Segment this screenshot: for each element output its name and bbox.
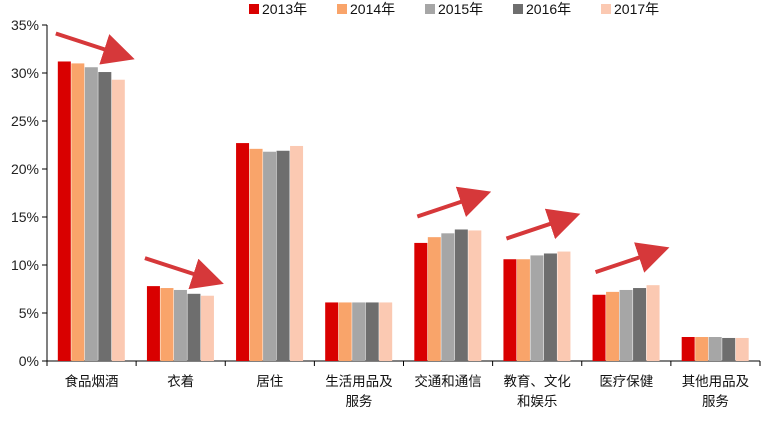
legend-label: 2014年 (350, 1, 395, 17)
y-tick-label: 25% (11, 113, 39, 129)
bar (468, 230, 482, 361)
x-category-label: 衣着 (167, 373, 194, 390)
bar (338, 302, 352, 361)
bar (84, 67, 98, 362)
y-tick-label: 15% (11, 209, 39, 225)
bar (722, 337, 736, 361)
x-category-label: 食品烟酒 (65, 373, 119, 390)
legend: 2013年 2014年 2015年 2016年 2017年 (249, 1, 659, 17)
bar (708, 337, 722, 361)
bar (111, 79, 125, 361)
x-category-label: 居住 (256, 374, 283, 390)
bar (646, 285, 660, 361)
bar (633, 288, 647, 361)
trend-arrow (416, 186, 492, 219)
bar (557, 251, 571, 361)
trend-arrow (594, 242, 670, 275)
bar (427, 237, 441, 361)
bar (454, 229, 468, 361)
bar (592, 294, 606, 361)
trend-arrow (505, 208, 581, 241)
legend-label: 2017年 (614, 1, 659, 17)
legend-label: 2013年 (262, 1, 307, 17)
bar (325, 302, 339, 361)
y-tick-label: 5% (19, 305, 39, 321)
bar (352, 302, 366, 361)
y-axis: 0% 5% 10% 15% 20% 25% 30% 35% (11, 17, 48, 369)
y-tick-label: 30% (11, 65, 39, 81)
y-tick-label: 10% (11, 257, 39, 273)
bar (735, 337, 749, 361)
x-category-label: 教育、文化 (503, 374, 571, 390)
bar (414, 242, 428, 361)
legend-swatch (249, 4, 259, 14)
bar (160, 288, 174, 361)
x-category-label: 交通和通信 (414, 373, 482, 390)
y-tick-label: 20% (11, 161, 39, 177)
bar (290, 145, 304, 361)
bar (200, 295, 214, 361)
trend-arrow (55, 31, 135, 65)
bar (276, 150, 290, 361)
legend-swatch (337, 4, 347, 14)
legend-swatch (601, 4, 611, 14)
x-category-label: 和娱乐 (517, 394, 558, 410)
bar (441, 233, 455, 361)
trend-arrow (144, 256, 224, 290)
bar (57, 61, 71, 361)
x-category-label: 服务 (702, 394, 729, 410)
bars (57, 61, 749, 362)
bar (98, 72, 112, 361)
bar (71, 63, 85, 362)
bar (606, 291, 620, 361)
bar (543, 253, 557, 361)
x-category-label: 生活用品及 (325, 374, 393, 390)
bar (249, 148, 263, 361)
bar (187, 293, 201, 361)
x-category-label: 其他用品及 (682, 374, 750, 390)
bar (365, 302, 379, 361)
y-tick-label: 0% (19, 353, 39, 369)
bar (516, 259, 530, 361)
bar (146, 286, 160, 361)
bar (236, 143, 250, 361)
bar (619, 289, 633, 361)
bar (530, 255, 544, 361)
bar (503, 259, 517, 361)
bar (695, 337, 709, 361)
bar (173, 289, 187, 361)
bar (263, 151, 277, 361)
x-category-label: 服务 (345, 394, 372, 410)
legend-swatch (425, 4, 435, 14)
bar (681, 337, 695, 361)
x-category-label: 医疗保健 (599, 374, 653, 390)
legend-swatch (513, 4, 523, 14)
legend-label: 2016年 (526, 1, 571, 17)
trend-arrows (55, 31, 670, 290)
y-tick-label: 35% (11, 17, 39, 33)
legend-label: 2015年 (438, 1, 483, 17)
bar (379, 302, 393, 361)
